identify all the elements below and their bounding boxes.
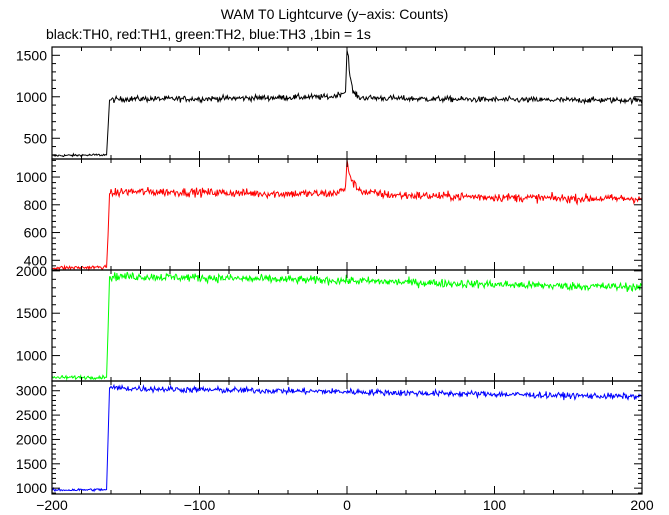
x-tick-label: 0 [343, 497, 351, 513]
y-tick-label: 500 [24, 130, 48, 146]
y-tick-label: 1000 [16, 169, 47, 185]
y-tick-label: 2000 [16, 431, 47, 447]
y-tick-label: 600 [24, 225, 48, 241]
series-line-th2 [51, 271, 643, 382]
x-tick-label: 100 [483, 497, 507, 513]
x-tick-label: 200 [630, 497, 654, 513]
y-tick-label: 3000 [16, 383, 47, 399]
panel-frame-th3 [51, 380, 643, 495]
series-line-th3 [51, 383, 643, 493]
y-tick-label: 1500 [16, 305, 47, 321]
series-line-th1 [51, 159, 643, 272]
y-tick-label: 800 [24, 197, 48, 213]
y-tick-label: 1500 [16, 456, 47, 472]
y-tick-label: 2500 [16, 407, 47, 423]
panel-frame-th1 [51, 158, 643, 271]
y-tick-label: 2000 [16, 263, 47, 279]
y-tick-label: 1500 [16, 47, 47, 63]
y-tick-label: 400 [24, 252, 48, 268]
y-tick-label: 1000 [16, 480, 47, 496]
series-line-th0 [51, 50, 643, 159]
y-tick-label: 1000 [16, 89, 47, 105]
y-tick-label: 1000 [16, 348, 47, 364]
x-tick-label: −200 [36, 497, 68, 513]
chart-subtitle: black:TH0, red:TH1, green:TH2, blue:TH3 … [46, 26, 371, 42]
x-tick-label: −100 [184, 497, 216, 513]
chart-title: WAM T0 Lightcurve (y−axis: Counts) [220, 6, 449, 22]
